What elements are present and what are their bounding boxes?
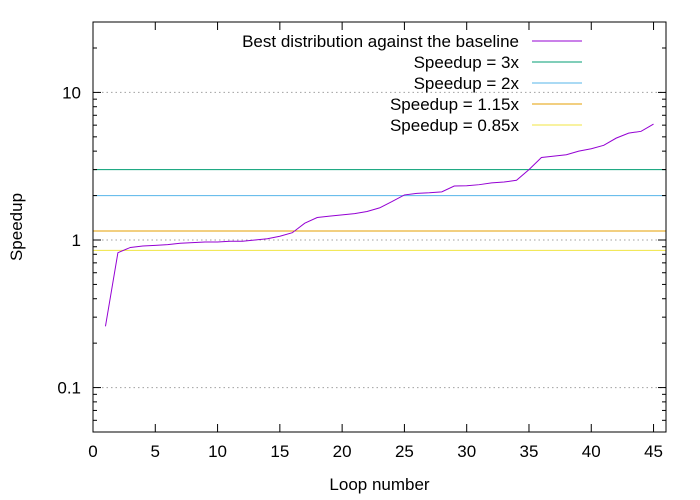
x-tick-label-3: 15 [270, 442, 289, 461]
reference-lines [93, 169, 666, 251]
y-tick-label-0: 0.1 [57, 379, 81, 398]
x-tick-label-8: 40 [582, 442, 601, 461]
x-tick-label-9: 45 [644, 442, 663, 461]
legend-label-2: Speedup = 2x [414, 74, 520, 93]
legend: Best distribution against the baseline Sp… [242, 32, 582, 135]
series-line-0 [104, 123, 654, 327]
plot-series [104, 123, 654, 327]
axis-ticks: 0 5 10 15 20 25 30 35 40 45 0.1 1 10 [57, 21, 666, 461]
x-tick-label-5: 25 [395, 442, 414, 461]
x-tick-label-6: 30 [457, 442, 476, 461]
x-tick-label-1: 5 [151, 442, 160, 461]
legend-label-0: Best distribution against the baseline [242, 32, 519, 51]
legend-label-1: Speedup = 3x [414, 53, 520, 72]
y-tick-label-2: 10 [62, 83, 81, 102]
x-tick-label-2: 10 [208, 442, 227, 461]
y-tick-label-1: 1 [72, 231, 81, 250]
y-axis-label: Speedup [7, 193, 26, 261]
plot-frame [92, 21, 667, 433]
legend-label-3: Speedup = 1.15x [390, 95, 520, 114]
x-axis-label: Loop number [329, 475, 430, 494]
x-tick-label-7: 35 [520, 442, 539, 461]
grid-lines [93, 91, 666, 389]
x-tick-label-4: 20 [333, 442, 352, 461]
x-tick-label-0: 0 [88, 442, 97, 461]
legend-label-4: Speedup = 0.85x [390, 116, 520, 135]
